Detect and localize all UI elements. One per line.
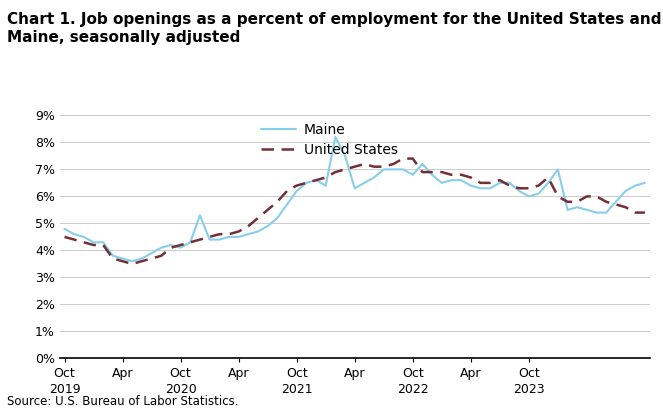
United States: [583, 194, 591, 199]
Line: United States: United States: [64, 159, 645, 264]
Maine: [641, 180, 649, 185]
United States: [428, 170, 436, 175]
Maine: [128, 259, 136, 264]
United States: [186, 240, 194, 245]
Maine: [583, 207, 591, 212]
Maine: [186, 240, 194, 245]
United States: [128, 262, 136, 267]
United States: [273, 199, 281, 204]
United States: [380, 164, 388, 169]
United States: [206, 234, 213, 239]
Text: Chart 1. Job openings as a percent of employment for the United States and
Maine: Chart 1. Job openings as a percent of em…: [7, 12, 661, 45]
Text: Source: U.S. Bureau of Labor Statistics.: Source: U.S. Bureau of Labor Statistics.: [7, 395, 238, 408]
Maine: [60, 226, 68, 231]
United States: [641, 210, 649, 215]
United States: [399, 156, 407, 161]
Maine: [273, 215, 281, 220]
Maine: [428, 172, 436, 177]
Line: Maine: Maine: [64, 137, 645, 261]
Legend: Maine, United States: Maine, United States: [255, 117, 404, 162]
United States: [60, 234, 68, 239]
Maine: [332, 134, 339, 139]
Maine: [389, 167, 397, 172]
Maine: [206, 237, 213, 242]
